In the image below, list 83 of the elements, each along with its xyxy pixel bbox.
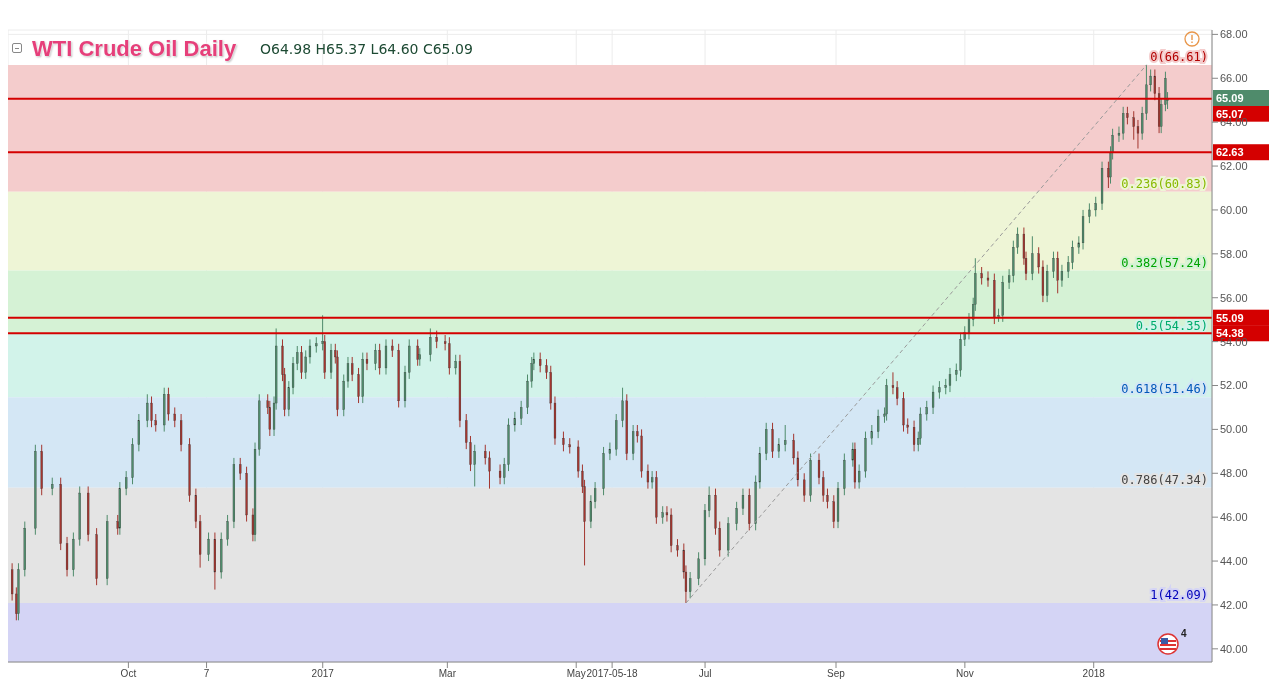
- y-tick-label: 52.00: [1220, 379, 1248, 392]
- candlestick: [378, 343, 381, 376]
- candlestick: [771, 422, 774, 459]
- band-label: 1(42.09): [1150, 587, 1208, 602]
- x-tick-label: 2018: [1082, 668, 1106, 680]
- candlestick: [784, 424, 787, 452]
- x-tick-label: Oct: [120, 668, 137, 680]
- x-tick-label: Jul: [698, 668, 712, 680]
- x-tick-label: Sep: [827, 668, 846, 680]
- x-tick-label: Nov: [955, 668, 974, 680]
- candlestick: [589, 494, 592, 529]
- y-tick-label: 66.00: [1220, 72, 1248, 85]
- candlestick: [429, 327, 432, 362]
- candlestick: [632, 424, 635, 461]
- candlestick: [498, 464, 502, 485]
- candlestick: [300, 345, 303, 380]
- y-tick-label: 48.00: [1220, 467, 1248, 480]
- candlestick: [891, 371, 895, 395]
- y-tick-label: 44.00: [1220, 554, 1248, 567]
- x-tick-label: 2017: [311, 668, 335, 680]
- candlestick: [948, 367, 952, 393]
- candlestick: [697, 551, 700, 586]
- candlestick: [741, 488, 745, 516]
- band-label: 0.382(57.24): [1121, 255, 1208, 270]
- candlestick: [1094, 196, 1097, 218]
- candlestick: [925, 400, 928, 422]
- candlestick: [777, 437, 780, 459]
- x-tick-label: 7: [203, 668, 210, 680]
- candlestick: [539, 352, 542, 373]
- ref-line-label: 55.09: [1216, 311, 1244, 324]
- candlestick: [488, 450, 491, 490]
- band-label: 0.618(51.46): [1121, 382, 1208, 397]
- candlestick: [384, 338, 388, 376]
- y-tick-label: 60.00: [1220, 203, 1248, 216]
- y-tick-label: 56.00: [1220, 291, 1248, 304]
- y-tick-label: 58.00: [1220, 247, 1248, 260]
- y-tick-label: 68.00: [1220, 28, 1248, 41]
- candlestick: [877, 409, 880, 439]
- candlestick: [207, 532, 210, 562]
- candlestick: [329, 343, 333, 380]
- candlestick: [1031, 235, 1034, 281]
- annotation: O64.98 H65.37 L64.60 C65.09: [260, 41, 473, 57]
- text: 65.09: [1213, 90, 1269, 107]
- candlestick: [594, 481, 597, 509]
- candlestick: [986, 270, 990, 288]
- x-tick-label: Mar: [438, 668, 457, 680]
- candlestick: [912, 420, 916, 452]
- candlestick: [125, 470, 128, 496]
- candlestick: [167, 387, 170, 422]
- candlestick: [562, 431, 565, 452]
- candlestick: [931, 385, 935, 415]
- annotation: 4: [1181, 628, 1187, 639]
- x-tick-label: May: [566, 668, 586, 680]
- candlestick: [608, 442, 611, 461]
- candlestick: [1052, 251, 1055, 279]
- ref-line-label: 65.07: [1216, 107, 1244, 120]
- candlestick: [735, 501, 738, 531]
- candlestick: [374, 343, 377, 371]
- candlestick: [520, 400, 523, 426]
- candlestick: [473, 444, 476, 487]
- candlestick: [226, 514, 229, 547]
- ref-line-label: 62.63: [1216, 146, 1244, 159]
- chart-title: WTI Crude Oil Daily: [32, 36, 237, 62]
- y-tick-label: 62.00: [1220, 159, 1248, 172]
- band-label: 0.786(47.34): [1121, 472, 1208, 487]
- band-label: 0(66.61): [1150, 49, 1208, 64]
- band-label: 0.5(54.35): [1135, 318, 1208, 333]
- candlestick: [146, 393, 149, 428]
- candlestick: [513, 411, 516, 433]
- y-tick-label: 46.00: [1220, 511, 1248, 524]
- y-tick-label: 50.00: [1220, 423, 1248, 436]
- candlestick: [1088, 202, 1091, 224]
- candlestick: [150, 395, 153, 428]
- candlestick: [870, 424, 873, 446]
- candlestick: [239, 457, 242, 481]
- candlestick: [1071, 240, 1074, 270]
- candlestick: [646, 464, 650, 490]
- candlestick: [173, 406, 176, 428]
- candlestick: [803, 472, 806, 503]
- x-tick-label: 2017-05-18: [586, 668, 639, 680]
- y-tick-label: 40.00: [1220, 642, 1248, 655]
- y-tick-label: 42.00: [1220, 598, 1248, 611]
- band-label: 0.236(60.83): [1121, 176, 1208, 191]
